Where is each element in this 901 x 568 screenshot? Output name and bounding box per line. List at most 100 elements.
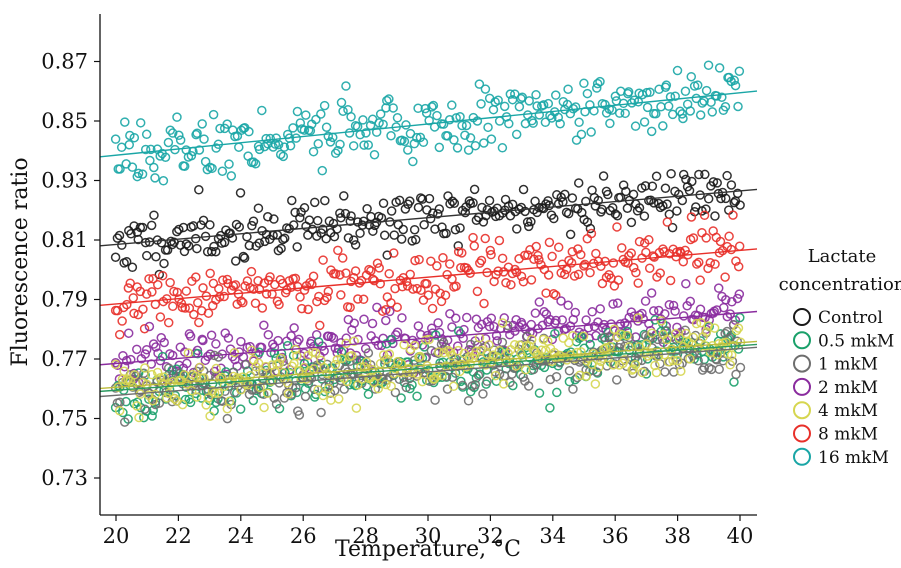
data-point [734, 241, 745, 251]
data-point [245, 370, 256, 381]
data-point [205, 370, 215, 381]
data-point [441, 228, 451, 239]
data-point [217, 372, 227, 383]
data-point [697, 227, 707, 238]
data-point [328, 333, 339, 343]
data-point [409, 138, 420, 149]
data-point [219, 237, 230, 248]
data-point [355, 228, 365, 238]
data-point [332, 355, 343, 365]
data-point [382, 250, 392, 260]
data-point [206, 246, 217, 257]
data-point [581, 371, 592, 381]
data-point [551, 315, 561, 326]
data-point [141, 289, 152, 299]
data-point [695, 110, 706, 120]
data-point [183, 241, 194, 251]
data-point [234, 142, 244, 152]
data-point [259, 402, 269, 413]
data-point [608, 258, 619, 268]
data-point [157, 270, 168, 281]
data-point [463, 145, 474, 155]
data-point [213, 388, 224, 398]
data-point [457, 380, 468, 391]
y-tick-label: 0.87 [41, 50, 88, 74]
data-point [680, 86, 691, 97]
x-tick-label: 28 [352, 524, 379, 548]
data-point [585, 339, 595, 350]
data-point [291, 382, 301, 393]
data-point [194, 145, 205, 155]
data-point [235, 404, 246, 414]
data-point [150, 173, 160, 183]
data-point [358, 115, 368, 125]
data-point [229, 348, 240, 358]
series-16-mkm [110, 60, 745, 186]
data-point [427, 102, 437, 112]
data-point [550, 328, 560, 339]
data-point [191, 272, 201, 282]
data-point [134, 412, 144, 423]
data-point [447, 372, 458, 383]
fit-line [99, 188, 758, 247]
data-point [622, 203, 633, 213]
data-point [395, 367, 406, 378]
data-point [544, 200, 555, 211]
data-point [452, 143, 463, 153]
data-point [678, 256, 689, 267]
data-point [418, 137, 429, 148]
data-point [254, 284, 265, 295]
data-point [463, 396, 474, 406]
data-point [662, 199, 672, 209]
data-point [151, 342, 161, 352]
data-point [323, 383, 334, 394]
data-point [366, 266, 376, 276]
data-point [135, 386, 146, 396]
legend-label: 0.5 mkM [818, 331, 894, 351]
data-point [457, 248, 467, 258]
data-point [420, 103, 431, 114]
data-point [399, 136, 410, 147]
data-point [570, 102, 581, 112]
data-point [114, 329, 125, 340]
legend-label: 16 mkM [818, 448, 889, 468]
data-point [146, 220, 157, 231]
data-point [260, 236, 270, 247]
data-point [381, 379, 391, 390]
y-tick-label: 0.93 [41, 169, 88, 193]
data-point [485, 245, 496, 256]
data-point [222, 119, 232, 129]
data-point [319, 346, 329, 356]
data-point [451, 113, 461, 123]
data-point [140, 404, 150, 414]
data-point [230, 256, 241, 266]
data-point [194, 185, 204, 195]
data-point [240, 359, 250, 370]
data-point [714, 364, 724, 375]
x-tick-label: 36 [602, 524, 629, 548]
data-point [520, 250, 530, 261]
data-point [290, 207, 300, 218]
data-point [585, 267, 595, 278]
data-point [283, 389, 294, 399]
data-point [120, 117, 130, 127]
data-point [432, 261, 442, 271]
data-point [461, 120, 472, 131]
data-point [259, 320, 269, 331]
data-point [159, 337, 169, 348]
data-point [471, 314, 482, 325]
data-point [587, 307, 597, 317]
data-point [126, 229, 136, 239]
data-point [186, 385, 197, 396]
data-point [639, 117, 650, 127]
data-point [441, 371, 451, 382]
data-point [412, 391, 422, 401]
data-point [191, 129, 201, 140]
data-point [273, 139, 284, 150]
data-point [697, 98, 707, 108]
legend-label: 1 mkM [818, 355, 878, 375]
data-point [647, 328, 657, 338]
data-point [699, 96, 709, 106]
data-point [310, 348, 321, 358]
data-point [509, 340, 520, 350]
